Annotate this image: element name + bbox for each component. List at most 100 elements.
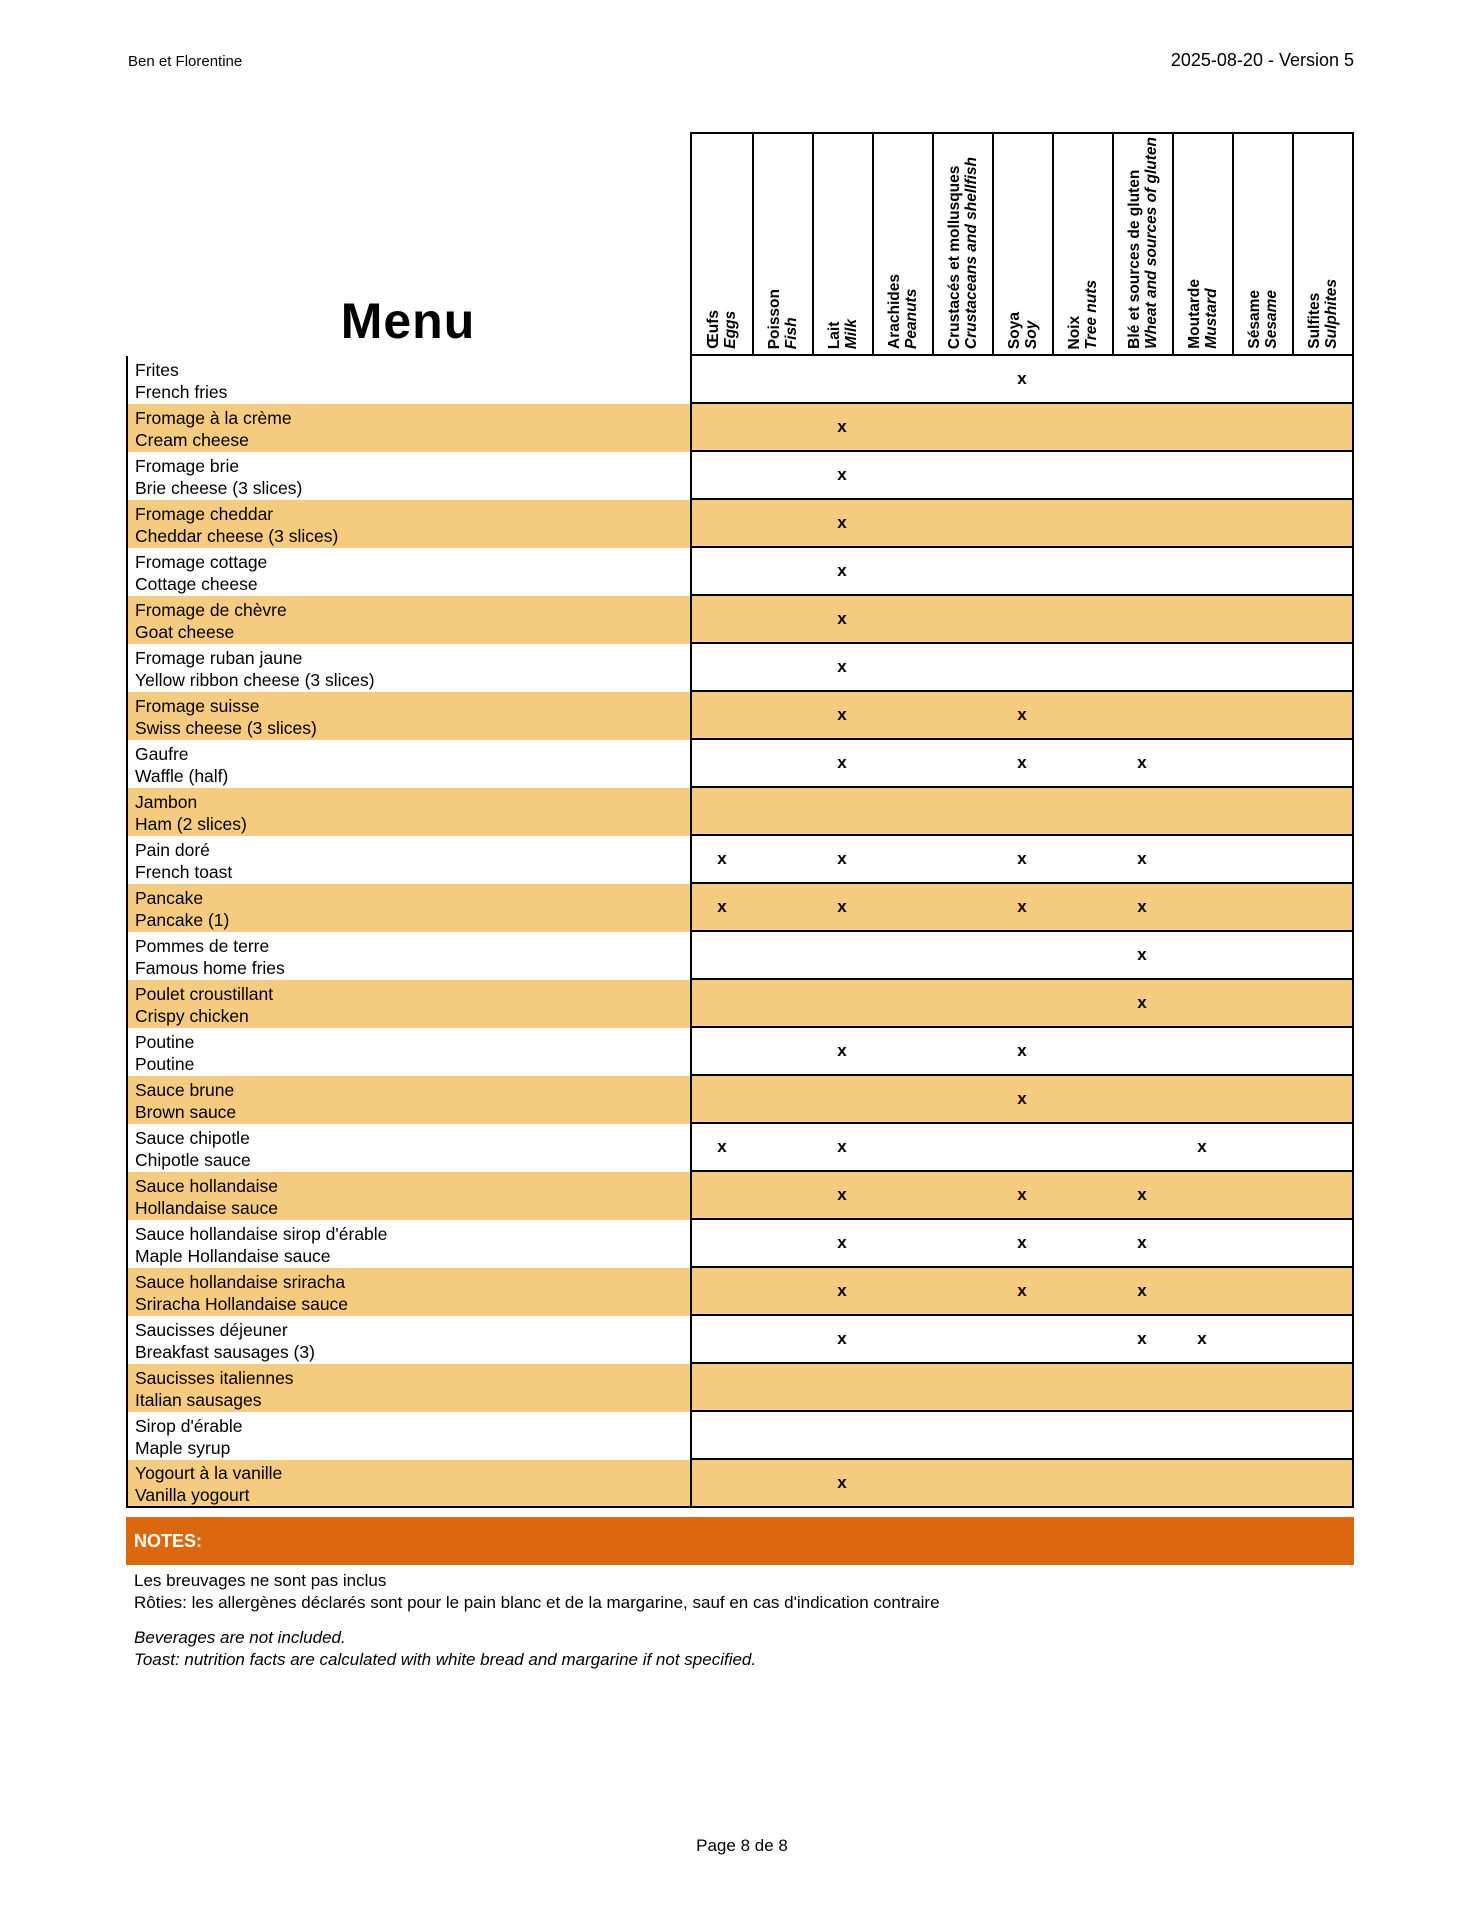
- menu-item-name-fr: Saucisses déjeuner: [135, 1320, 288, 1340]
- allergen-cell-empty: [1292, 1028, 1352, 1074]
- allergen-mark: x: [837, 1185, 847, 1204]
- allergen-cell-empty: [872, 1220, 932, 1266]
- allergen-cell-empty: [872, 404, 932, 450]
- allergen-cell-empty: [1232, 1364, 1292, 1410]
- allergen-label: Soya Soy: [1006, 312, 1040, 354]
- allergen-cell-empty: [812, 932, 872, 978]
- allergen-name-fr: Blé et sources de gluten: [1126, 169, 1143, 349]
- menu-item-name-fr: Sauce chipotle: [135, 1128, 250, 1148]
- allergen-cell-empty: [872, 452, 932, 498]
- menu-item-name-en: Poutine: [135, 1054, 195, 1074]
- allergen-cell-empty: [932, 404, 992, 450]
- allergen-mark-cells: [690, 1364, 1354, 1412]
- allergen-cell-empty: [1052, 980, 1112, 1026]
- allergen-cell-empty: [1172, 788, 1232, 834]
- allergen-cell-empty: [1172, 1220, 1232, 1266]
- allergen-cell-empty: [1112, 596, 1172, 642]
- allergen-name-en: Milk: [843, 318, 860, 349]
- allergen-mark-cells: x: [690, 500, 1354, 548]
- allergen-mark: x: [837, 705, 847, 724]
- allergen-mark: x: [717, 849, 727, 868]
- menu-item-label: Fromage cheddar Cheddar cheese (3 slices): [126, 500, 690, 548]
- allergen-label: Moutarde Mustard: [1186, 279, 1220, 354]
- allergen-cell-empty: [1232, 884, 1292, 930]
- allergen-mark: x: [837, 753, 847, 772]
- allergen-column-header: Poisson Fish: [752, 134, 812, 354]
- allergen-cell-empty: [1112, 1076, 1172, 1122]
- menu-item-row: Saucisses italiennes Italian sausages: [126, 1364, 1354, 1412]
- allergen-mark: x: [1137, 1185, 1147, 1204]
- allergen-cell-empty: [1172, 404, 1232, 450]
- allergen-cell-empty: [752, 692, 812, 738]
- allergen-cell-empty: [692, 1412, 752, 1458]
- menu-item-name-fr: Sauce brune: [135, 1080, 235, 1100]
- menu-item-name-en: Famous home fries: [135, 958, 285, 978]
- allergen-cell-empty: [1172, 356, 1232, 402]
- allergen-cell-empty: [752, 644, 812, 690]
- allergen-cell-empty: [692, 788, 752, 834]
- menu-item-label: Poutine Poutine: [126, 1028, 690, 1076]
- menu-item-name-en: Pancake (1): [135, 910, 230, 930]
- menu-item-name-en: Swiss cheese (3 slices): [135, 718, 317, 738]
- note-line-en: Beverages are not included.: [134, 1628, 346, 1647]
- allergen-cell-empty: [992, 1316, 1052, 1362]
- allergen-cell-empty: [752, 548, 812, 594]
- allergen-cell-empty: [1172, 692, 1232, 738]
- allergen-cell-empty: [1232, 500, 1292, 546]
- allergen-mark: x: [1137, 849, 1147, 868]
- allergen-cell-empty: [1052, 1412, 1112, 1458]
- allergen-cell-empty: [872, 1364, 932, 1410]
- allergen-cell-empty: [752, 980, 812, 1026]
- allergen-label: Arachides Peanuts: [886, 274, 920, 354]
- menu-title: Menu: [340, 293, 476, 349]
- allergen-mark: x: [837, 897, 847, 916]
- menu-item-row: Sauce hollandaise sriracha Sriracha Holla…: [126, 1268, 1354, 1316]
- menu-item-name-en: Ham (2 slices): [135, 814, 247, 834]
- allergen-name-fr: Œufs: [705, 310, 722, 349]
- allergen-label: Sulfites Sulphites: [1306, 279, 1340, 354]
- allergen-cell-empty: [1232, 1076, 1292, 1122]
- allergen-cell-empty: [752, 788, 812, 834]
- allergen-cell-empty: [1172, 1028, 1232, 1074]
- allergen-cell-empty: [1052, 644, 1112, 690]
- menu-item-name-en: Maple syrup: [135, 1438, 231, 1458]
- allergen-column-header: Sulfites Sulphites: [1292, 134, 1352, 354]
- allergen-cell-empty: [872, 1316, 932, 1362]
- allergen-name-fr: Moutarde: [1186, 279, 1203, 349]
- allergen-label: Crustacés et mollusques Crustaceans and s…: [946, 157, 980, 354]
- allergen-cell-empty: [692, 356, 752, 402]
- menu-item-row: Sirop d'érable Maple syrup: [126, 1412, 1354, 1460]
- allergen-cell-empty: [752, 1076, 812, 1122]
- allergen-cell-empty: [1172, 884, 1232, 930]
- menu-item-label: Sauce hollandaise sriracha Sriracha Holla…: [126, 1268, 690, 1316]
- allergen-mark: x: [1017, 705, 1027, 724]
- version-date: 2025-08-20 - Version 5: [1170, 50, 1354, 70]
- allergen-cell-empty: [752, 1412, 812, 1458]
- menu-item-name-en: Waffle (half): [135, 766, 229, 786]
- allergen-cell-empty: [872, 1460, 932, 1506]
- menu-item-name-fr: Fromage à la crème: [135, 408, 292, 428]
- allergen-cell-empty: [1232, 596, 1292, 642]
- menu-item-name-fr: Jambon: [135, 792, 198, 812]
- allergen-cell-empty: [1292, 788, 1352, 834]
- note-line-en: Toast: nutrition facts are calculated wi…: [134, 1650, 757, 1669]
- allergen-cell-empty: [1232, 1220, 1292, 1266]
- allergen-cell-empty: [992, 788, 1052, 834]
- allergen-cell-empty: [1052, 596, 1112, 642]
- menu-item-label: Fromage à la crème Cream cheese: [126, 404, 690, 452]
- allergen-mark: x: [1137, 1233, 1147, 1252]
- menu-item-row: Yogourt à la vanille Vanilla yogourt x: [126, 1460, 1354, 1508]
- allergen-cell-empty: [752, 1220, 812, 1266]
- allergen-cell-empty: [1292, 1172, 1352, 1218]
- allergen-cell-empty: [1232, 1460, 1292, 1506]
- allergen-mark: x: [837, 1233, 847, 1252]
- allergen-cell-empty: [872, 1076, 932, 1122]
- menu-item-row: Sauce brune Brown sauce x: [126, 1076, 1354, 1124]
- allergen-cell-empty: [932, 356, 992, 402]
- menu-item-label: Pancake Pancake (1): [126, 884, 690, 932]
- note-line-fr: Les breuvages ne sont pas inclus: [134, 1571, 387, 1590]
- allergen-mark-cells: x: [690, 596, 1354, 644]
- allergen-cell-empty: [872, 1268, 932, 1314]
- allergen-cell-empty: [1172, 1076, 1232, 1122]
